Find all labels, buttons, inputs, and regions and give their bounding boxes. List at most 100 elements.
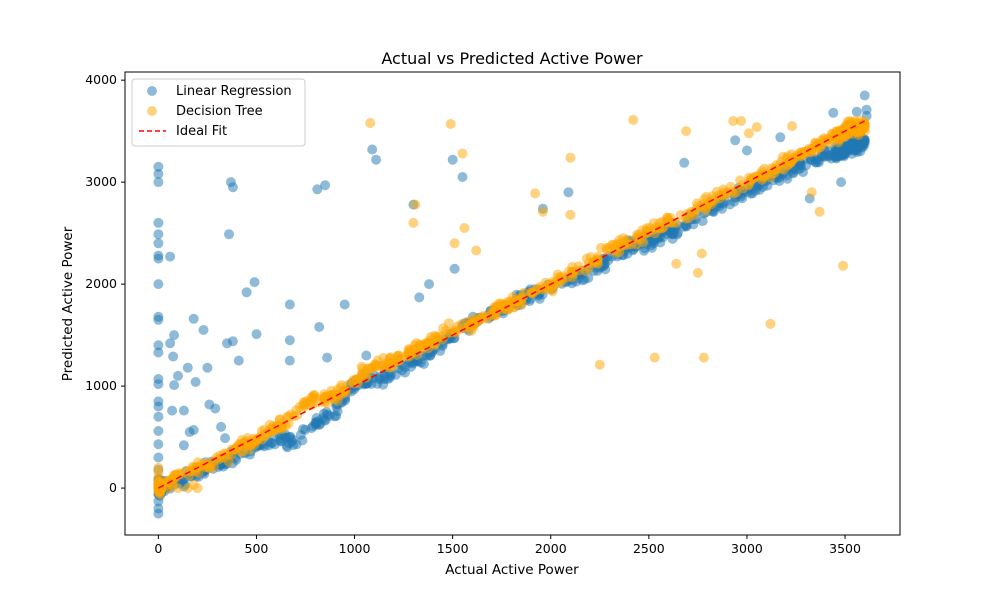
legend-label-decision-tree: Decision Tree [176,104,263,119]
data-point [153,411,164,422]
data-point [227,336,238,347]
data-point [493,298,504,309]
data-point [241,287,252,298]
data-point [165,338,176,349]
data-point [178,405,189,416]
chart-title: Actual vs Predicted Active Power [381,49,643,68]
data-point [263,440,274,451]
data-point [669,225,680,236]
data-point [828,107,839,118]
data-point [449,263,460,274]
data-point [471,245,482,256]
data-point [692,267,703,278]
data-point [204,463,215,473]
data-point [457,323,468,333]
x-tick-label: 0 [154,541,162,556]
x-tick-label: 1000 [339,541,371,556]
data-point [153,401,164,412]
data-point [322,398,333,409]
data-point [153,177,164,188]
data-point [592,257,602,268]
data-point [153,379,164,390]
data-point [628,114,639,125]
data-point [424,279,435,290]
data-point [786,149,797,160]
data-point [549,280,560,291]
data-point [291,439,302,450]
data-point [188,313,199,324]
data-point [641,226,652,236]
data-point [191,462,202,473]
data-point [537,206,548,217]
data-point [418,359,429,369]
x-tick-label: 3000 [731,541,763,556]
data-point [469,316,480,327]
data-point [153,314,164,325]
data-point [775,132,786,143]
data-point [838,149,849,160]
data-point [339,299,350,310]
ideal-fit-line [158,119,867,489]
data-point [153,169,164,179]
data-point [632,232,643,243]
data-point [698,352,709,363]
data-point [697,199,708,210]
data-point [312,184,323,195]
data-point [679,157,690,168]
data-point [577,275,588,286]
legend-marker-linear-regression [147,86,157,96]
data-point [447,154,458,165]
y-tick-label: 4000 [85,72,117,87]
data-point [314,322,325,332]
data-point [300,424,311,435]
data-point [423,338,434,349]
data-point [840,131,851,142]
data-point [320,180,331,191]
data-point [188,480,199,490]
data-point [836,177,847,188]
y-tick-label: 0 [109,480,117,495]
axis-ticks: 0 500 1000 1500 2000 2500 3000 3500 0 1000 2000 300… [85,72,861,556]
data-point [617,239,628,250]
legend-box [131,78,306,147]
data-point [414,292,425,303]
data-point [168,351,179,362]
data-point [165,251,176,262]
legend: Linear Regression Decision Tree Ideal Fi… [131,78,306,147]
data-point [169,330,180,341]
data-point [202,362,213,373]
data-point [581,253,592,264]
data-point [173,370,183,381]
data-point [729,196,740,207]
series-1-points [153,114,870,500]
data-point [284,355,295,366]
data-point [153,161,164,172]
data-point [717,203,727,214]
data-point [408,217,419,228]
data-point [362,368,373,379]
plot-frame [124,71,901,536]
data-point [742,145,752,156]
data-point [227,182,238,193]
data-point [153,426,164,436]
data-point [367,144,378,155]
data-point [563,187,574,198]
data-point [365,118,376,128]
data-point [167,405,178,416]
data-point [787,121,798,132]
data-point [838,260,849,271]
data-point [190,377,201,387]
data-point [696,248,707,259]
data-point [594,359,605,370]
data-point [284,299,295,310]
data-point [530,188,541,199]
data-point [751,122,762,133]
data-point [282,442,293,453]
data-point [730,135,741,146]
data-point [743,128,754,139]
data-point [735,175,746,186]
data-point [173,483,183,494]
x-tick-label: 500 [245,541,269,556]
data-point [361,350,372,361]
data-point [153,217,164,228]
